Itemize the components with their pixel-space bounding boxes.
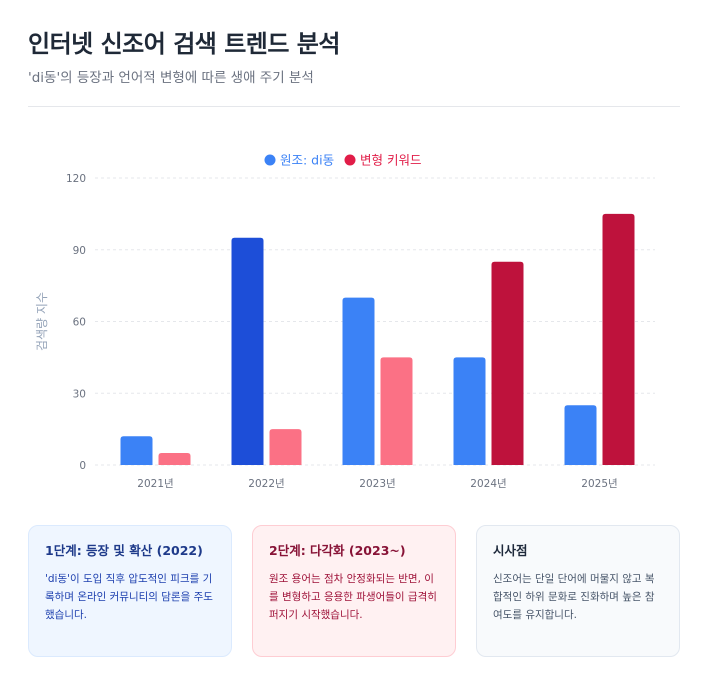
legend-label-1: 변형 키워드 [360, 153, 421, 168]
page-title: 인터넷 신조어 검색 트렌드 분석 [28, 30, 340, 58]
y-tick-label: 120 [66, 173, 86, 185]
legend-swatch-1 [344, 154, 356, 166]
bar-original-2025년 [564, 405, 597, 465]
x-tick-label: 2025년 [581, 478, 617, 490]
y-tick-label: 60 [73, 317, 86, 329]
bar-chart: 원조: di동 변형 키워드 0 30 60 90 120 검색량 지수 2021년 2022년 2… [35, 153, 655, 490]
insight-card-body: 신조어는 단일 단어에 머물지 않고 복합적인 하위 문화로 진화하며 높은 참… [493, 573, 655, 621]
page-header: 인터넷 신조어 검색 트렌드 분석 'di동'의 등장과 언어적 변형에 따른 … [28, 28, 680, 88]
bar-variant-2022년 [269, 429, 302, 465]
insight-card-title: 1단계: 등장 및 확산 (2022) [45, 543, 203, 558]
legend-swatch-0 [264, 154, 276, 166]
insight-card-title: 2단계: 다각화 (2023~) [269, 543, 406, 558]
y-tick-label: 0 [79, 460, 86, 472]
header-divider [28, 106, 680, 107]
x-tick-label: 2023년 [359, 478, 395, 490]
bar-variant-2021년 [158, 453, 191, 465]
insight-cards: 1단계: 등장 및 확산 (2022) 'di동'이 도입 직후 압도적인 피크… [28, 525, 680, 657]
insight-card-body: 'di동'이 도입 직후 압도적인 피크를 기록하며 온라인 커뮤니티의 담론을… [45, 573, 213, 621]
insight-card-title: 시사점 [493, 543, 528, 558]
insight-card-body: 원조 용어는 점차 안정화되는 반면, 이를 변형하고 응용한 파생어들이 급격… [269, 573, 437, 621]
bar-original-2024년 [453, 357, 486, 465]
x-tick-label: 2022년 [248, 478, 284, 490]
y-tick-label: 90 [73, 245, 86, 257]
x-tick-label: 2021년 [137, 478, 173, 490]
insight-card-implications: 시사점 신조어는 단일 단어에 머물지 않고 복합적인 하위 문화로 진화하며 … [476, 525, 680, 657]
y-axis-label: 검색량 지수 [35, 292, 49, 351]
insight-card-stage-1: 1단계: 등장 및 확산 (2022) 'di동'이 도입 직후 압도적인 피크… [28, 525, 232, 657]
bar-variant-2025년 [602, 213, 635, 465]
chart-container: 원조: di동 변형 키워드 0 30 60 90 120 검색량 지수 2021년 2022년 2… [0, 140, 705, 500]
y-tick-label: 30 [73, 388, 86, 400]
bar-original-2022년 [231, 237, 264, 465]
bar-original-2023년 [342, 297, 375, 465]
bar-original-2021년 [120, 436, 153, 465]
x-tick-label: 2024년 [470, 478, 506, 490]
bar-variant-2023년 [380, 357, 413, 465]
legend-label-0: 원조: di동 [280, 153, 334, 168]
insight-card-stage-2: 2단계: 다각화 (2023~) 원조 용어는 점차 안정화되는 반면, 이를 … [252, 525, 456, 657]
bar-variant-2024년 [491, 261, 524, 465]
page-subtitle: 'di동'의 등장과 언어적 변형에 따른 생애 주기 분석 [28, 70, 314, 86]
